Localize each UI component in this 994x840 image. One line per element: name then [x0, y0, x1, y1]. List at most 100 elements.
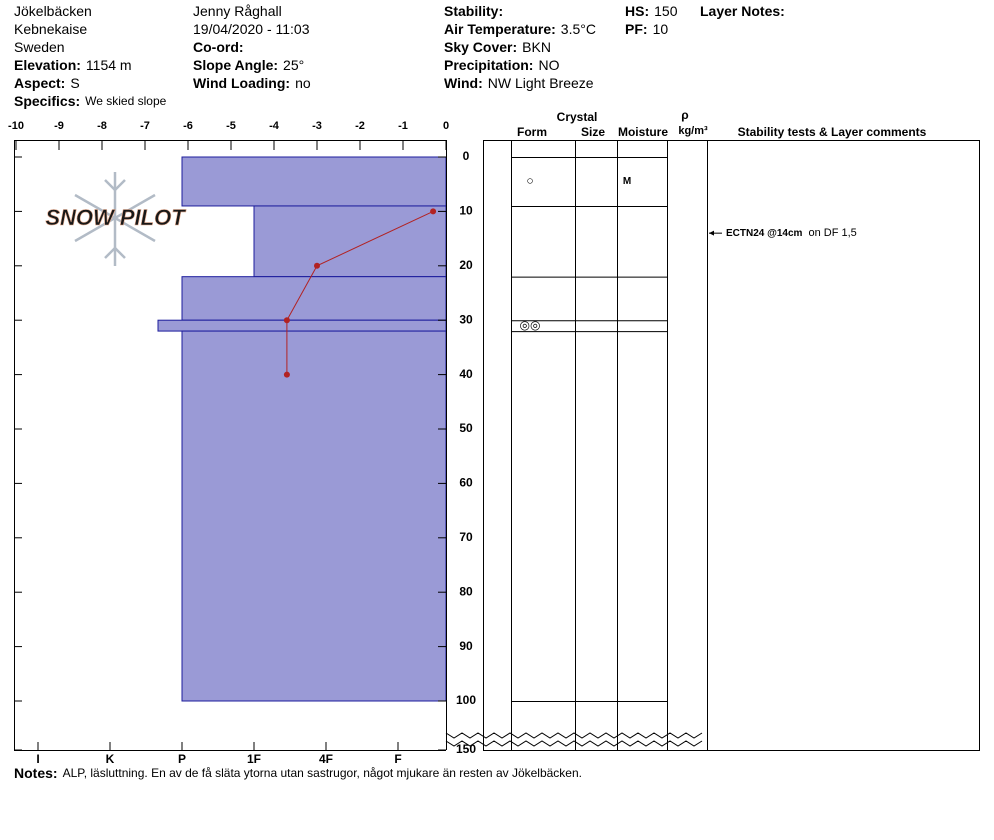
- field-label: Specifics:: [14, 93, 80, 109]
- header-field: Wind: NW Light Breeze: [444, 75, 594, 91]
- header-field: Slope Angle: 25°: [193, 57, 304, 73]
- header-field: Layer Notes:: [700, 3, 785, 19]
- field-label: Wind:: [444, 75, 483, 91]
- y-tick-label: 70: [459, 530, 473, 544]
- hardness-label: P: [178, 752, 186, 766]
- field-label: Layer Notes:: [700, 3, 785, 19]
- header-field: Elevation: 1154 m: [14, 57, 132, 73]
- field-value: 150: [654, 3, 678, 19]
- column-header: Size: [581, 125, 605, 139]
- logo-text: SNOW PILOT: [45, 205, 186, 230]
- hardness-label: 1F: [247, 752, 261, 766]
- crystal-form: ◎◎: [520, 318, 541, 332]
- field-value: 10: [653, 21, 669, 37]
- header-field: Sky Cover: BKN: [444, 39, 551, 55]
- field-value: 25°: [283, 57, 304, 73]
- temperature-point: [430, 208, 437, 215]
- temperature-point: [283, 317, 290, 324]
- field-value: 1154 m: [86, 57, 132, 73]
- layer-bar: [181, 276, 447, 321]
- test-arrowhead: [709, 230, 714, 236]
- field-label: Co-ord:: [193, 39, 244, 55]
- hardness-label: F: [394, 752, 401, 766]
- header-field: 19/04/2020 - 11:03: [193, 21, 310, 37]
- field-label: PF:: [625, 21, 648, 37]
- column-header: Stability tests & Layer comments: [738, 125, 927, 139]
- y-tick-label: 30: [459, 312, 473, 326]
- field-value: Jökelbäcken: [14, 3, 92, 19]
- x-tick-label: -8: [97, 120, 107, 132]
- header-field: Wind Loading: no: [193, 75, 311, 91]
- header-field: Precipitation: NO: [444, 57, 560, 73]
- x-tick-label: -10: [8, 120, 24, 132]
- x-tick-label: -9: [54, 120, 64, 132]
- column-header: kg/m³: [678, 125, 708, 137]
- y-tick-label: 40: [459, 367, 473, 381]
- temperature-point: [314, 262, 320, 269]
- column-header: ρ: [681, 108, 688, 122]
- x-tick-label: -2: [355, 120, 365, 132]
- header-field: Jenny Råghall: [193, 3, 282, 19]
- test-result: ECTN24 @14cm: [726, 228, 803, 239]
- column-header: Moisture: [618, 125, 668, 139]
- field-value: Jenny Råghall: [193, 3, 282, 19]
- test-text: ECTN24 @14cm on DF 1,5: [726, 227, 857, 239]
- header-field: PF: 10: [625, 21, 668, 37]
- field-label: Stability:: [444, 3, 503, 19]
- field-label: HS:: [625, 3, 649, 19]
- table-frame: [483, 140, 980, 751]
- field-value: BKN: [522, 39, 551, 55]
- field-value: 19/04/2020 - 11:03: [193, 21, 310, 37]
- layer-bar: [157, 319, 447, 332]
- snowflake: [74, 172, 156, 266]
- y-tick-label: 80: [459, 584, 473, 598]
- header-field: Stability:: [444, 3, 503, 19]
- field-value: 3.5°C: [561, 21, 596, 37]
- header-field: Air Temperature: 3.5°C: [444, 21, 596, 37]
- field-label: Slope Angle:: [193, 57, 278, 73]
- layer-bar: [253, 205, 447, 278]
- logo: SNOW PILOT: [45, 172, 187, 266]
- y-tick-label: 90: [459, 639, 473, 653]
- header-field: Jökelbäcken: [14, 3, 92, 19]
- table-border: [483, 140, 980, 751]
- x-tick-label: -5: [226, 120, 236, 132]
- notes-value: ALP, läsluttning. En av de få släta ytor…: [63, 766, 582, 780]
- field-value: Sweden: [14, 39, 65, 55]
- field-value: no: [295, 75, 311, 91]
- axis-break: [445, 740, 703, 747]
- x-tick-label: -3: [312, 120, 322, 132]
- field-value: NO: [538, 57, 559, 73]
- y-tick-label: 10: [459, 204, 473, 218]
- hardness-label: I: [36, 752, 39, 766]
- layer-bar: [181, 156, 447, 207]
- test-comment: on DF 1,5: [808, 227, 856, 239]
- y-tick-label: 50: [459, 421, 473, 435]
- hardness-label: K: [106, 752, 115, 766]
- y-tick-label: 60: [459, 476, 473, 490]
- y-tick-label: 20: [459, 258, 473, 272]
- field-label: Air Temperature:: [444, 21, 556, 37]
- column-header: Crystal: [557, 110, 598, 124]
- notes-label: Notes:: [14, 765, 58, 781]
- header-field: Aspect: S: [14, 75, 80, 91]
- field-value: Kebnekaise: [14, 21, 87, 37]
- layer-bar: [181, 330, 447, 702]
- x-tick-label: -1: [398, 120, 408, 132]
- y-tick-label: 100: [456, 693, 476, 707]
- x-tick-label: 0: [443, 120, 449, 132]
- column-header: Form: [517, 125, 547, 139]
- header-field: Co-ord:: [193, 39, 244, 55]
- field-label: Precipitation:: [444, 57, 533, 73]
- moisture: M: [623, 176, 631, 187]
- temperature-point: [283, 371, 290, 378]
- field-value: NW Light Breeze: [488, 75, 594, 91]
- field-label: Wind Loading:: [193, 75, 290, 91]
- x-tick-label: -6: [183, 120, 193, 132]
- header-field: HS: 150: [625, 3, 678, 19]
- field-label: Elevation:: [14, 57, 81, 73]
- field-value: We skied slope: [85, 94, 166, 108]
- notes: Notes: ALP, läsluttning. En av de få slät…: [14, 765, 582, 781]
- x-tick-label: -7: [140, 120, 150, 132]
